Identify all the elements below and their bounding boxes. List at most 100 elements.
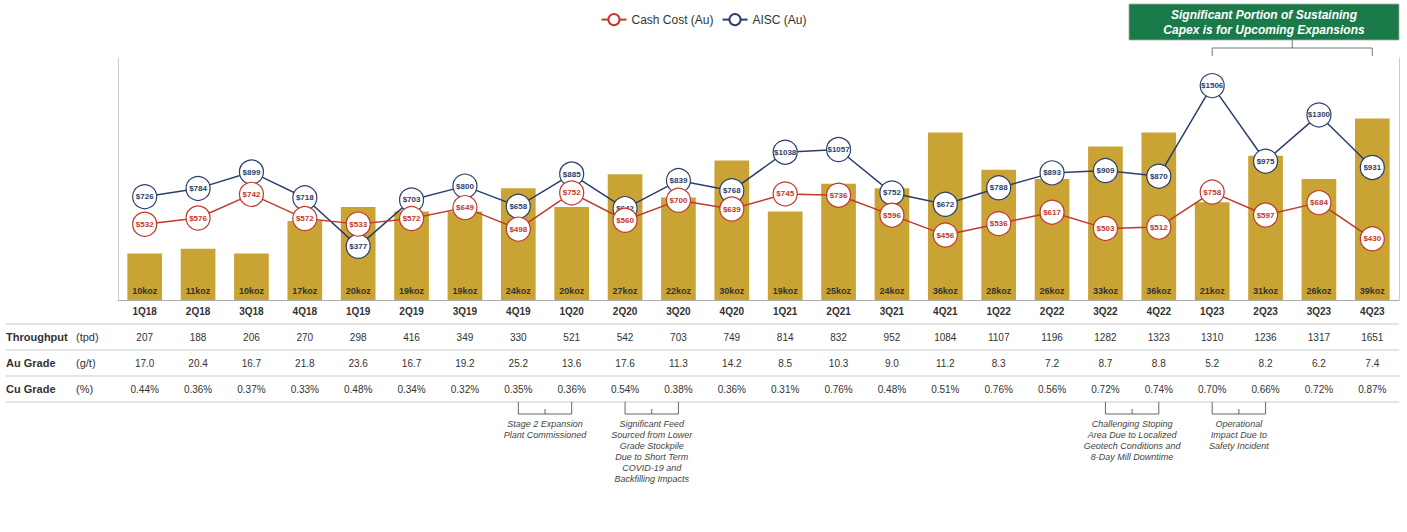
svg-text:0.87%: 0.87% <box>1358 384 1386 395</box>
svg-text:26koz: 26koz <box>1306 286 1332 296</box>
svg-text:$498: $498 <box>509 225 527 234</box>
svg-text:20.4: 20.4 <box>188 358 208 369</box>
svg-text:$617: $617 <box>1043 208 1061 217</box>
svg-text:11koz: 11koz <box>186 286 211 296</box>
svg-text:1Q19: 1Q19 <box>346 306 371 317</box>
svg-text:$1057: $1057 <box>827 145 850 154</box>
svg-text:Capex is for Upcoming Expansio: Capex is for Upcoming Expansions <box>1163 23 1365 37</box>
svg-text:Geotech Conditions and: Geotech Conditions and <box>1084 441 1182 451</box>
svg-text:$503: $503 <box>1097 224 1115 233</box>
svg-text:Backfilling Impacts: Backfilling Impacts <box>614 474 689 484</box>
svg-text:1310: 1310 <box>1201 332 1224 343</box>
svg-text:19koz: 19koz <box>452 286 478 296</box>
svg-text:3Q23: 3Q23 <box>1307 306 1332 317</box>
svg-text:30koz: 30koz <box>719 286 745 296</box>
svg-text:2Q23: 2Q23 <box>1253 306 1278 317</box>
svg-text:$784: $784 <box>189 184 207 193</box>
svg-text:$572: $572 <box>296 214 314 223</box>
svg-text:1Q22: 1Q22 <box>986 306 1011 317</box>
svg-text:1Q23: 1Q23 <box>1200 306 1225 317</box>
svg-text:9.0: 9.0 <box>885 358 899 369</box>
svg-text:1651: 1651 <box>1361 332 1384 343</box>
svg-text:4Q19: 4Q19 <box>506 306 531 317</box>
svg-text:3Q19: 3Q19 <box>453 306 478 317</box>
svg-text:1196: 1196 <box>1041 332 1063 343</box>
svg-text:$800: $800 <box>456 182 474 191</box>
svg-text:$703: $703 <box>403 195 421 204</box>
svg-text:11.2: 11.2 <box>936 358 955 369</box>
svg-text:4Q21: 4Q21 <box>933 306 958 317</box>
svg-text:542: 542 <box>617 332 634 343</box>
svg-text:0.48%: 0.48% <box>344 384 372 395</box>
svg-text:Challenging Stoping: Challenging Stoping <box>1092 419 1173 429</box>
svg-text:$870: $870 <box>1150 172 1168 181</box>
svg-text:17.6: 17.6 <box>615 358 635 369</box>
svg-text:2Q22: 2Q22 <box>1040 306 1065 317</box>
svg-text:$684: $684 <box>1310 198 1328 207</box>
svg-text:(g/t): (g/t) <box>76 357 96 369</box>
svg-text:4Q20: 4Q20 <box>720 306 745 317</box>
svg-text:11.3: 11.3 <box>669 358 688 369</box>
svg-text:$899: $899 <box>243 168 261 177</box>
svg-text:2Q18: 2Q18 <box>186 306 211 317</box>
svg-text:8.5: 8.5 <box>778 358 792 369</box>
svg-text:0.54%: 0.54% <box>611 384 639 395</box>
svg-text:14.2: 14.2 <box>722 358 742 369</box>
svg-text:1282: 1282 <box>1094 332 1117 343</box>
svg-text:$1300: $1300 <box>1308 110 1331 119</box>
svg-text:10.3: 10.3 <box>829 358 849 369</box>
svg-text:16.7: 16.7 <box>402 358 422 369</box>
svg-text:$533: $533 <box>349 220 367 229</box>
svg-text:20koz: 20koz <box>346 286 372 296</box>
svg-text:270: 270 <box>296 332 313 343</box>
svg-text:349: 349 <box>457 332 474 343</box>
svg-text:AISC (Au): AISC (Au) <box>753 13 807 27</box>
svg-text:1317: 1317 <box>1308 332 1331 343</box>
svg-text:3Q21: 3Q21 <box>880 306 905 317</box>
svg-text:Sourced from Lower: Sourced from Lower <box>611 430 693 440</box>
svg-text:$536: $536 <box>990 219 1008 228</box>
svg-text:$560: $560 <box>616 216 634 225</box>
svg-text:24koz: 24koz <box>506 286 532 296</box>
svg-text:19koz: 19koz <box>773 286 799 296</box>
svg-text:0.31%: 0.31% <box>771 384 799 395</box>
svg-text:31koz: 31koz <box>1253 286 1279 296</box>
svg-text:Significant Portion of Sustain: Significant Portion of Sustaining <box>1171 8 1358 22</box>
svg-text:Impact Due to: Impact Due to <box>1211 430 1267 440</box>
svg-text:(%): (%) <box>76 383 93 395</box>
svg-text:(tpd): (tpd) <box>76 331 99 343</box>
svg-text:$658: $658 <box>509 202 527 211</box>
svg-text:703: 703 <box>670 332 687 343</box>
svg-text:0.33%: 0.33% <box>291 384 319 395</box>
svg-text:$885: $885 <box>563 170 581 179</box>
svg-text:$1038: $1038 <box>774 148 797 157</box>
svg-text:2Q21: 2Q21 <box>826 306 851 317</box>
svg-text:36koz: 36koz <box>1146 286 1172 296</box>
svg-text:0.66%: 0.66% <box>1251 384 1279 395</box>
svg-text:298: 298 <box>350 332 367 343</box>
svg-text:Safety Incident: Safety Incident <box>1209 441 1269 451</box>
svg-text:27koz: 27koz <box>613 286 639 296</box>
svg-text:0.48%: 0.48% <box>878 384 906 395</box>
svg-text:39koz: 39koz <box>1360 286 1386 296</box>
svg-text:$736: $736 <box>830 191 848 200</box>
svg-text:0.72%: 0.72% <box>1305 384 1333 395</box>
svg-text:21.8: 21.8 <box>295 358 315 369</box>
svg-text:$745: $745 <box>776 189 794 198</box>
svg-text:$758: $758 <box>1203 188 1221 197</box>
svg-text:17.0: 17.0 <box>135 358 155 369</box>
svg-text:Grade Stockpile: Grade Stockpile <box>620 441 684 451</box>
svg-text:$572: $572 <box>403 214 421 223</box>
svg-text:Throughput: Throughput <box>6 331 68 343</box>
svg-text:8.3: 8.3 <box>992 358 1006 369</box>
svg-text:17koz: 17koz <box>292 286 318 296</box>
svg-text:22koz: 22koz <box>666 286 692 296</box>
svg-text:$512: $512 <box>1150 223 1168 232</box>
svg-text:10koz: 10koz <box>132 286 158 296</box>
svg-text:207: 207 <box>136 332 153 343</box>
svg-text:0.37%: 0.37% <box>237 384 265 395</box>
svg-text:25koz: 25koz <box>826 286 852 296</box>
svg-text:0.36%: 0.36% <box>184 384 212 395</box>
svg-text:0.32%: 0.32% <box>451 384 479 395</box>
svg-text:Significant Feed: Significant Feed <box>619 419 685 429</box>
